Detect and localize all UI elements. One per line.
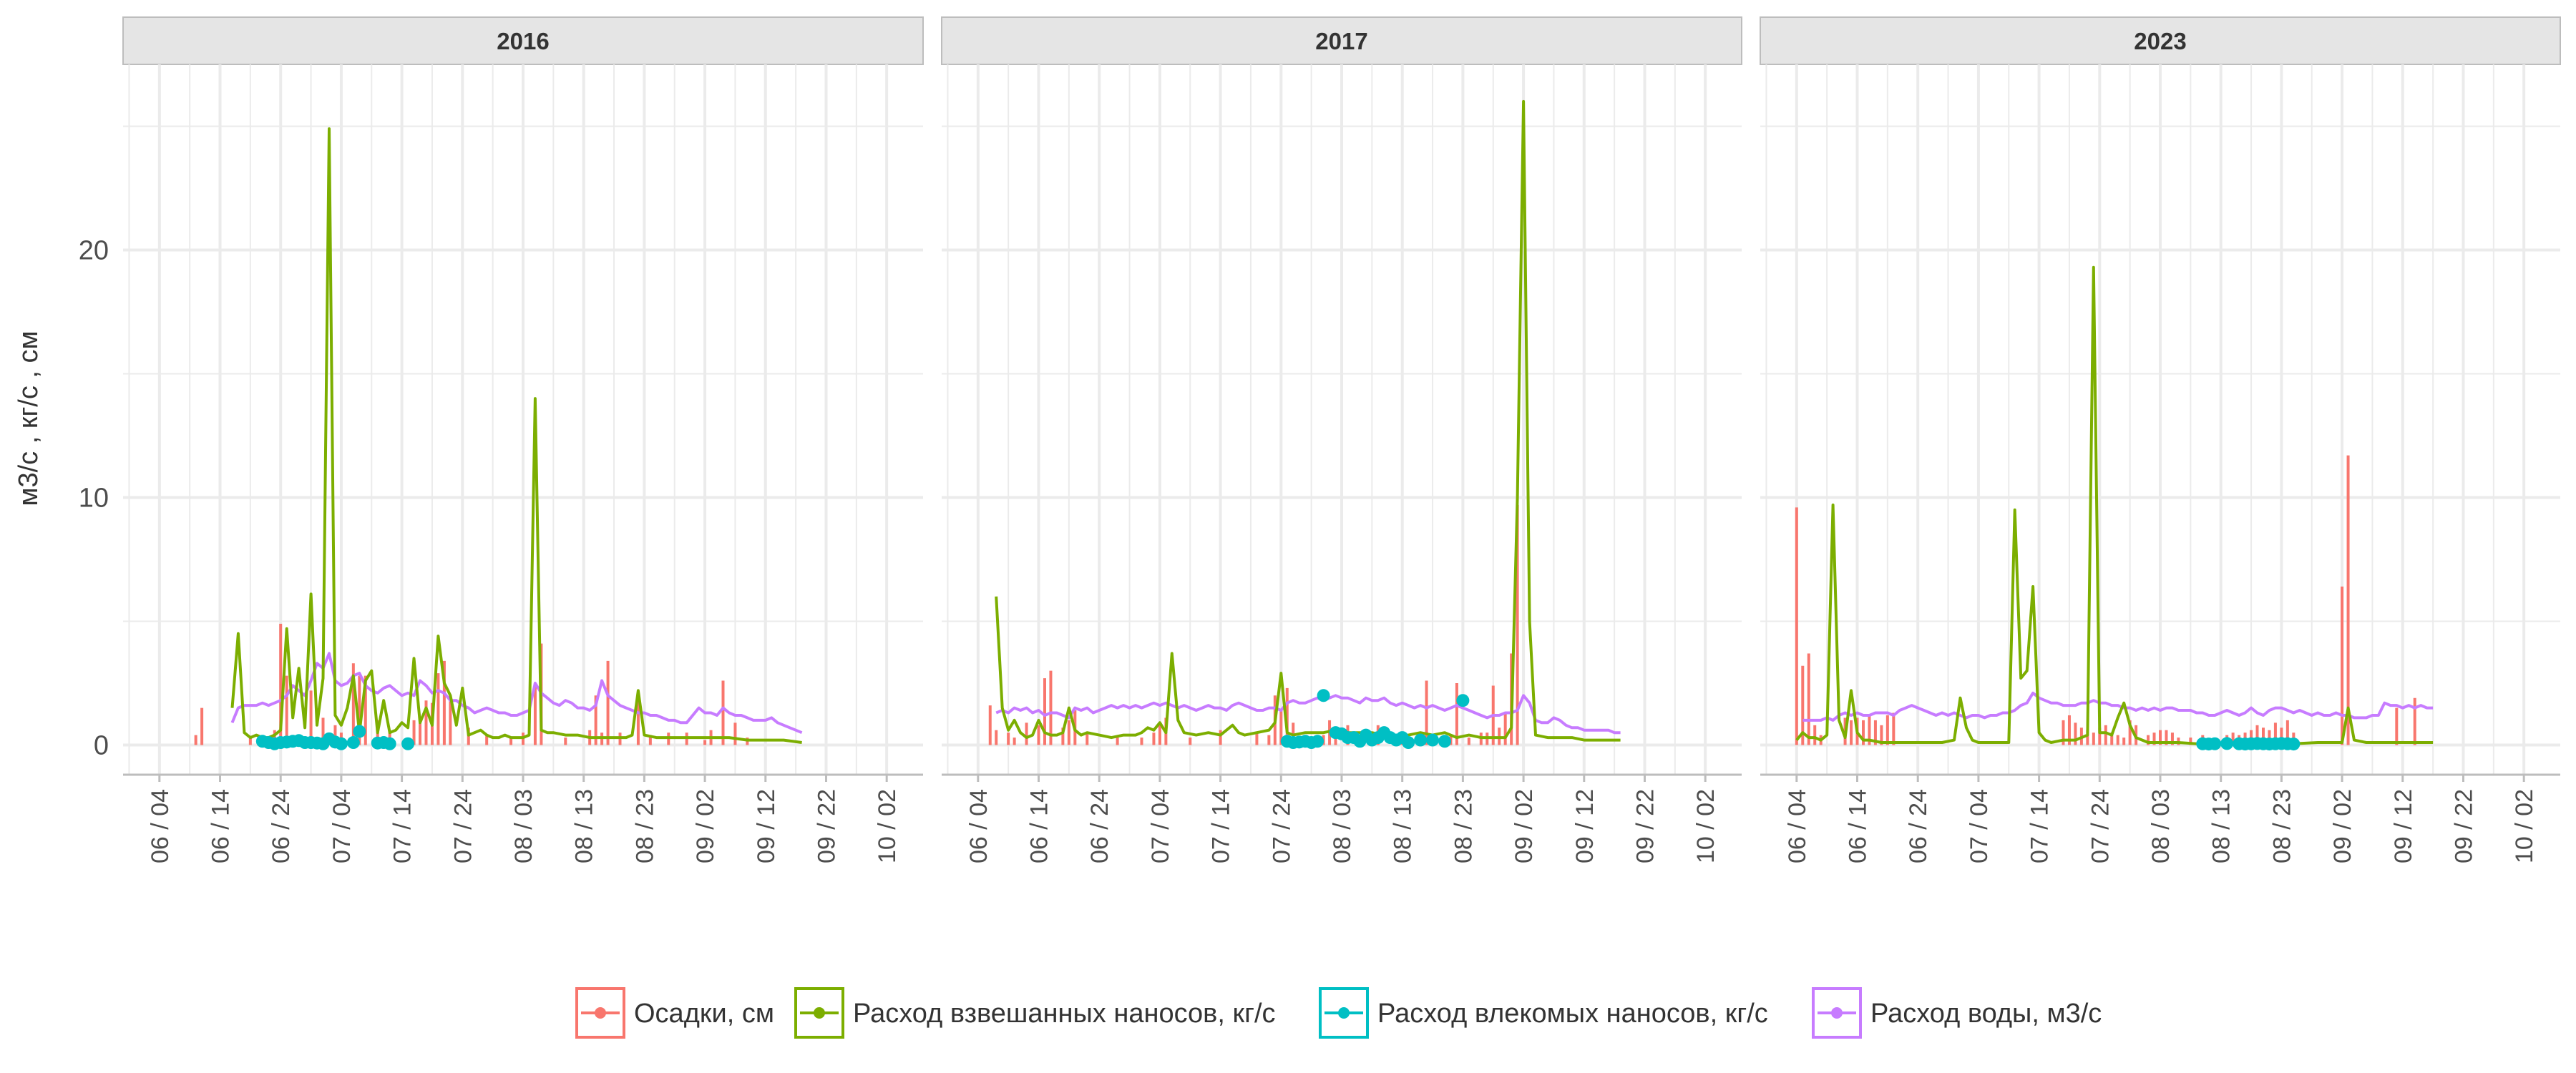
x-tick-labels: 06 / 04 06 / 14 06 / 24 07 / 04 07 / 14 07 / … [1784, 775, 2538, 863]
gridlines [1760, 64, 2560, 775]
x-tick-label: 08 / 23 [631, 789, 658, 863]
x-tick-label: 08 / 03 [1329, 789, 1356, 863]
gridlines [123, 64, 923, 775]
x-tick-label: 08 / 13 [1390, 789, 1417, 863]
x-tick-label: 08 / 23 [1450, 789, 1477, 863]
series-water-line [1802, 691, 2434, 722]
x-tick-label: 06 / 04 [1784, 789, 1811, 863]
x-tick-label: 07 / 04 [1966, 789, 1993, 863]
x-tick-label: 09 / 12 [2390, 789, 2417, 863]
x-tick-label: 07 / 14 [1208, 789, 1235, 863]
bedload-point [1426, 733, 1440, 747]
x-tick-label: 06 / 24 [1905, 789, 1932, 863]
legend-item: Расход влекомых наносов, кг/с [1319, 987, 1768, 1039]
series-suspended-line [995, 99, 1621, 742]
legend-item: Расход взвешанных наносов, кг/с [794, 987, 1276, 1039]
x-tick-label: 06 / 14 [208, 789, 235, 863]
bedload-point [2287, 738, 2301, 751]
legend-key-point [1338, 1007, 1350, 1019]
x-tick-label: 09 / 02 [1511, 789, 1538, 863]
x-tick-label: 08 / 03 [2147, 789, 2175, 863]
x-tick-label: 07 / 14 [2026, 789, 2054, 863]
x-tick-label: 06 / 04 [965, 789, 992, 863]
series-water-line [230, 652, 803, 735]
bedload-point [1402, 736, 1415, 750]
x-tick-label: 10 / 02 [1692, 789, 1719, 863]
series-precip [194, 623, 749, 745]
facet-label: 2017 [1315, 28, 1367, 54]
y-tick-label: 20 [79, 235, 109, 265]
x-tick-label: 08 / 13 [571, 789, 598, 863]
x-tick-label: 10 / 02 [874, 789, 901, 863]
bedload-point [1456, 694, 1470, 707]
legend-label: Расход влекомых наносов, кг/с [1377, 999, 1768, 1029]
legend-label: Расход взвешанных наносов, кг/с [853, 999, 1276, 1029]
x-tick-label: 09 / 12 [1571, 789, 1599, 863]
bedload-point [346, 736, 360, 750]
x-tick-label: 09 / 12 [753, 789, 780, 863]
series-bedload [2196, 737, 2301, 751]
y-tick-label: 10 [79, 483, 109, 513]
x-tick-label: 07 / 14 [389, 789, 416, 863]
series-suspended-line [230, 127, 802, 744]
bedload-point [401, 737, 415, 750]
x-tick-label: 06 / 24 [268, 789, 295, 863]
bedload-point [334, 737, 348, 750]
legend-label: Расход воды, м3/с [1870, 999, 2102, 1029]
x-tick-label: 07 / 24 [1268, 789, 1295, 863]
x-tick-label: 07 / 04 [328, 789, 356, 863]
x-tick-label: 07 / 24 [449, 789, 477, 863]
facet-strip [122, 16, 924, 65]
x-tick-label: 06 / 24 [1086, 789, 1113, 863]
bedload-point [1311, 735, 1324, 748]
x-tick-label: 06 / 14 [1845, 789, 1872, 863]
y-tick-label: 0 [94, 730, 109, 760]
bedload-point [1317, 689, 1330, 702]
x-tick-label: 09 / 02 [2329, 789, 2356, 863]
x-tick-label: 09 / 22 [813, 789, 840, 863]
x-tick-label: 07 / 04 [1147, 789, 1174, 863]
x-tick-label: 07 / 24 [2087, 789, 2114, 863]
x-tick-label: 06 / 04 [147, 789, 174, 863]
legend-key-point [595, 1007, 606, 1019]
x-tick-label: 09 / 02 [692, 789, 719, 863]
facet-strip [1760, 16, 2561, 65]
series-bedload [1280, 689, 1470, 750]
x-tick-label: 08 / 13 [2208, 789, 2235, 863]
bedload-point [2208, 737, 2222, 750]
gridlines [942, 64, 1742, 775]
y-tick-labels: 0 10 20 [79, 235, 109, 760]
x-tick-labels: 06 / 04 06 / 14 06 / 24 07 / 04 07 / 14 07 / … [147, 775, 901, 863]
bedload-point [1414, 733, 1428, 747]
series-suspended-line [1795, 265, 2434, 745]
bedload-point [1438, 735, 1451, 748]
series-water-line [995, 694, 1621, 735]
bedload-point [353, 725, 366, 738]
x-tick-label: 09 / 22 [2450, 789, 2477, 863]
x-tick-label: 08 / 03 [510, 789, 537, 863]
facet-label: 2023 [2134, 28, 2186, 54]
legend-item: Осадки, см [575, 987, 774, 1039]
legend: Осадки, см Расход взвешанных наносов, кг/… [575, 987, 2102, 1039]
bedload-point [2220, 737, 2234, 750]
legend-key-point [814, 1007, 825, 1019]
series-bedload [255, 725, 415, 750]
x-tick-label: 09 / 22 [1631, 789, 1659, 863]
x-tick-label: 06 / 14 [1026, 789, 1053, 863]
facet-label: 2016 [497, 28, 549, 54]
x-tick-labels: 06 / 04 06 / 14 06 / 24 07 / 04 07 / 14 07 / … [965, 775, 1719, 863]
y-axis-label: м3/с , кг/с , см [14, 330, 44, 506]
legend-key-point [1831, 1007, 1843, 1019]
x-tick-label: 10 / 02 [2511, 789, 2538, 863]
x-tick-label: 08 / 23 [2268, 789, 2296, 863]
bedload-point [383, 737, 396, 750]
legend-label: Осадки, см [634, 999, 774, 1029]
legend-item: Расход воды, м3/с [1812, 987, 2102, 1039]
